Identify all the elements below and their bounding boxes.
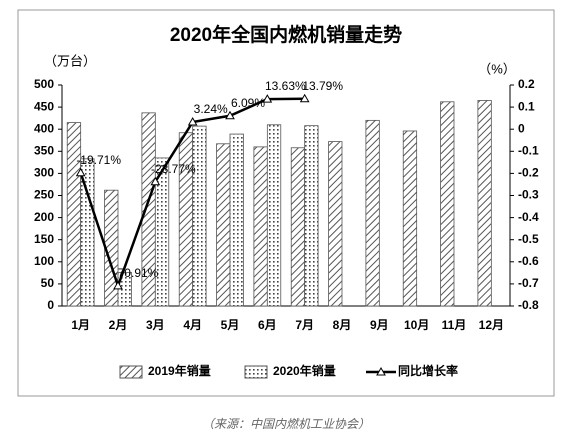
y2-tick-label: -0.4	[518, 210, 539, 224]
y2-tick-label: -0.8	[518, 298, 539, 312]
y2-tick-label: 0.2	[518, 77, 535, 91]
bar	[229, 133, 244, 307]
data-label: 13.63%	[265, 79, 306, 93]
y-tick-label: 350	[34, 143, 54, 157]
y-axis-label: （万台）	[44, 53, 96, 68]
legend-label: 2020年销量	[273, 363, 336, 378]
y-tick-label: 150	[34, 232, 54, 246]
line-marker	[262, 94, 273, 103]
bar	[402, 130, 418, 307]
y2-axis-label: （%）	[478, 61, 516, 76]
data-label: -23.77%	[151, 162, 196, 176]
line-marker	[187, 117, 198, 126]
chart-title: 2020年全国内燃机销量走势	[170, 23, 402, 46]
data-label: 3.24%	[194, 102, 228, 116]
bar	[328, 141, 343, 307]
legend-swatch	[244, 365, 268, 379]
bar	[80, 158, 95, 307]
y-tick-label: 100	[34, 254, 54, 268]
legend-label: 2019年销量	[148, 363, 211, 378]
y-tick-label: 50	[41, 276, 55, 290]
x-tick-label: 4月	[183, 318, 202, 332]
y2-tick-label: -0.5	[518, 232, 539, 246]
y2-tick-label: -0.1	[518, 143, 539, 157]
legend-label: 同比增长率	[398, 363, 458, 378]
y-tick-label: 500	[34, 77, 54, 91]
y2-tick-label: -0.7	[518, 276, 539, 290]
chart-border	[17, 9, 555, 397]
data-label: -70.91%	[114, 266, 159, 280]
y2-tick-label: -0.6	[518, 254, 539, 268]
x-tick-label: 6月	[258, 318, 277, 332]
y-tick-label: 450	[34, 99, 54, 113]
bar	[178, 132, 194, 307]
line-marker	[150, 176, 161, 186]
y2-tick-label: -0.2	[518, 166, 539, 180]
bar	[290, 147, 306, 307]
bar	[440, 101, 455, 307]
x-tick-label: 8月	[333, 318, 352, 332]
x-tick-label: 9月	[370, 318, 389, 332]
bar	[253, 146, 268, 307]
bar	[365, 119, 380, 307]
x-tick-label: 5月	[221, 318, 240, 332]
line-marker	[225, 110, 235, 120]
x-tick-label: 7月	[295, 318, 314, 332]
y-tick-label: 400	[34, 121, 54, 135]
x-tick-label: 11月	[442, 318, 467, 332]
y2-tick-label: 0.1	[518, 99, 535, 113]
legend-swatch	[119, 365, 143, 379]
x-tick-label: 3月	[146, 318, 165, 332]
y-tick-label: 200	[34, 210, 54, 224]
y-tick-label: 250	[34, 188, 54, 202]
line-marker	[75, 167, 86, 177]
x-tick-label: 1月	[71, 318, 90, 332]
bar	[266, 124, 282, 307]
data-label: 13.79%	[302, 79, 343, 93]
data-label: 6.09%	[231, 96, 265, 110]
bar	[192, 125, 207, 307]
data-label: -19.71%	[76, 153, 121, 167]
x-tick-label: 10月	[404, 318, 429, 332]
bar	[216, 143, 231, 307]
bar	[477, 100, 492, 307]
line-marker	[299, 93, 310, 103]
y2-tick-label: 0	[518, 121, 525, 135]
bar	[304, 125, 319, 307]
bar	[66, 122, 82, 307]
bar	[154, 157, 170, 307]
line-marker	[113, 280, 123, 290]
y-tick-label: 0	[47, 298, 54, 312]
x-tick-label: 12月	[479, 318, 504, 332]
x-tick-label: 2月	[109, 318, 128, 332]
y2-tick-label: -0.3	[518, 188, 539, 202]
y-tick-label: 300	[34, 166, 54, 180]
legend-marker	[376, 366, 386, 376]
source-note: （来源：中国内燃机工业协会）	[202, 417, 370, 431]
